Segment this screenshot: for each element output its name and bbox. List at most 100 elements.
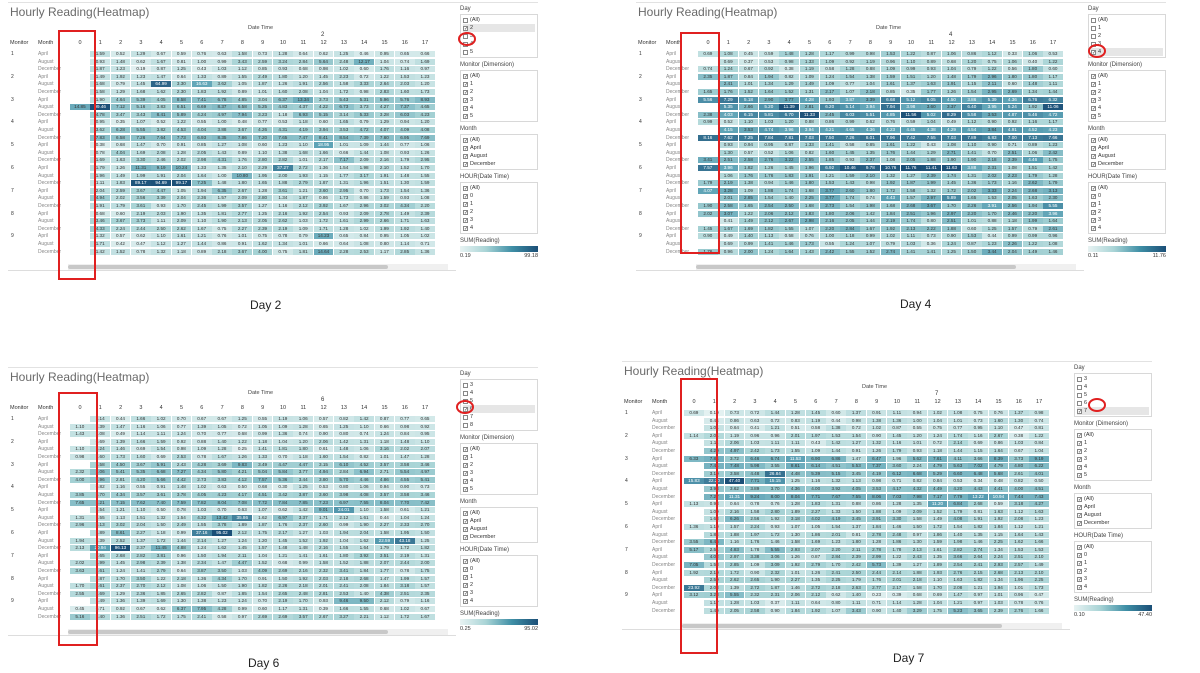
heatmap-cell[interactable]: 0.50 [232,484,253,491]
hour-filter-option[interactable]: ✓ 3 [463,589,535,597]
heatmap-cell[interactable]: 3.09 [765,562,785,568]
heatmap-cell[interactable]: 1.58 [907,516,928,523]
heatmap-cell[interactable]: 2.62 [1022,180,1043,187]
heatmap-cell[interactable]: 1.04 [1029,448,1049,454]
heatmap-cell[interactable]: 1.38 [826,425,846,432]
heatmap-cell[interactable]: 0.99 [171,530,192,536]
heatmap-cell[interactable]: 4.49 [927,486,948,492]
heatmap-cell[interactable]: 1.47 [846,455,867,462]
heatmap-cell[interactable]: 0.89 [232,149,253,156]
heatmap-cell[interactable]: 1.98 [947,539,968,546]
horizontal-scrollbar[interactable] [68,629,448,635]
heatmap-cell[interactable]: 13.34 [293,96,314,103]
heatmap-cell[interactable]: 6.47 [866,455,887,462]
heatmap-cell[interactable]: 3.42 [273,492,293,498]
heatmap-cell[interactable]: 3.67 [232,248,253,255]
heatmap-cell[interactable]: 0.93 [151,203,171,209]
heatmap-cell[interactable]: 0.80 [333,431,354,438]
heatmap-cell[interactable]: 1.88 [941,225,962,232]
heatmap-cell[interactable]: 1.54 [840,203,860,209]
heatmap-cell[interactable]: 1.11 [90,180,111,187]
heatmap-cell[interactable]: 1.72 [151,613,171,620]
heatmap-cell[interactable]: 5.58 [961,111,982,118]
heatmap-cell[interactable]: 1.33 [191,73,212,80]
heatmap-cell[interactable]: 1.22 [1022,241,1043,247]
heatmap-cell[interactable]: 1.54 [758,195,779,202]
heatmap-cell[interactable]: 1.52 [779,89,799,95]
heatmap-cell[interactable]: 2.36 [130,590,151,597]
heatmap-cell[interactable]: 2.27 [374,522,395,529]
heatmap-cell[interactable]: 7.08 [232,499,253,506]
heatmap-cell[interactable]: 5.46 [1022,111,1043,118]
heatmap-cell[interactable]: 1.32 [921,187,942,194]
heatmap-cell[interactable]: 0.58 [805,425,826,432]
heatmap-cell[interactable]: 5.31 [354,96,374,103]
heatmap-cell[interactable]: 6.37 [171,606,192,612]
heatmap-cell[interactable]: 1.14 [394,241,415,247]
heatmap-cell[interactable]: 2.33 [394,522,415,529]
heatmap-cell[interactable]: 1.76 [880,149,901,156]
heatmap-cell[interactable]: 3.62 [724,486,745,492]
heatmap-cell[interactable]: 0.73 [252,51,273,57]
heatmap-cell[interactable]: 1.99 [921,180,942,187]
heatmap-cell[interactable]: 4.28 [799,96,820,103]
heatmap-cell[interactable]: 1.24 [191,545,212,552]
checkbox-icon[interactable]: ✓ [463,446,469,453]
heatmap-cell[interactable]: 0.67 [738,66,759,73]
heatmap-cell[interactable]: 4.22 [313,104,334,111]
heatmap-cell[interactable]: 3.96 [779,127,799,133]
heatmap-cell[interactable]: 1.42 [354,416,374,422]
heatmap-cell[interactable]: 2.43 [171,461,192,468]
heatmap-cell[interactable]: 1.06 [354,484,374,491]
heatmap-cell[interactable]: 4.21 [819,127,840,133]
heatmap-cell[interactable]: 1.70 [110,575,131,582]
heatmap-cell[interactable]: 4.04 [191,127,212,133]
heatmap-cell[interactable]: 1.07 [840,89,860,95]
heatmap-cell[interactable]: 0.73 [415,484,435,491]
heatmap-cell[interactable]: 1.46 [779,241,799,247]
heatmap-cell[interactable]: 1.05 [171,187,192,194]
heatmap-cell[interactable]: 1.45 [698,225,718,232]
heatmap-cell[interactable]: 1.40 [212,438,232,445]
heatmap-cell[interactable]: 7.94 [880,104,901,111]
heatmap-cell[interactable]: 0.96 [765,432,785,439]
heatmap-cell[interactable]: 2.07 [374,560,395,567]
heatmap-cell[interactable]: 1.63 [921,81,942,88]
heatmap-cell[interactable]: 0.89 [921,58,942,65]
heatmap-cell[interactable]: 3.77 [819,187,840,194]
heatmap-cell[interactable]: 4.48 [744,470,765,477]
heatmap-cell[interactable]: 0.88 [191,438,212,445]
heatmap-cell[interactable]: 2.52 [110,537,131,544]
heatmap-cell[interactable]: 1.35 [860,149,881,156]
day-filter-option[interactable]: (All) [1091,16,1163,24]
hour-filter-option[interactable]: ✓ (All) [1077,543,1149,551]
heatmap-cell[interactable]: 1.36 [191,575,212,582]
heatmap-cell[interactable]: 1.04 [394,514,415,521]
heatmap-cell[interactable]: 1.41 [961,149,982,156]
heatmap-cell[interactable]: 1.20 [415,119,435,126]
day-filter-option[interactable]: 8 [463,421,535,429]
heatmap-cell[interactable]: 2.46 [151,157,171,164]
heatmap-cell[interactable]: 7.65 [70,499,90,506]
heatmap-cell[interactable]: 1.68 [293,149,314,156]
heatmap-cell[interactable]: 7.13 [1022,134,1043,141]
heatmap-cell[interactable]: 1.51 [374,180,395,187]
heatmap-cell[interactable]: 0.74 [354,431,374,438]
heatmap-cell[interactable]: 4.64 [110,96,131,103]
heatmap-cell[interactable]: 2.19 [273,598,293,605]
heatmap-cell[interactable]: 1.89 [232,522,253,529]
heatmap-cell[interactable]: 1.28 [887,501,907,508]
heatmap-cell[interactable]: 0.79 [1022,225,1043,232]
heatmap-cell[interactable]: 1.48 [1022,81,1043,88]
heatmap-cell[interactable]: 3.96 [1043,210,1063,217]
heatmap-cell[interactable]: 1.41 [130,568,151,574]
heatmap-cell[interactable]: 1.59 [927,539,948,546]
checkbox-icon[interactable] [1091,17,1096,23]
heatmap-cell[interactable]: 7.12 [110,104,131,111]
checkbox-icon[interactable]: ✓ [463,201,469,208]
heatmap-cell[interactable]: 2.51 [901,210,921,217]
heatmap-cell[interactable]: 0.64 [724,425,745,432]
heatmap-cell[interactable]: 2.20 [961,210,982,217]
heatmap-cell[interactable]: 1.96 [90,172,111,179]
heatmap-cell[interactable]: 4.33 [90,225,111,232]
